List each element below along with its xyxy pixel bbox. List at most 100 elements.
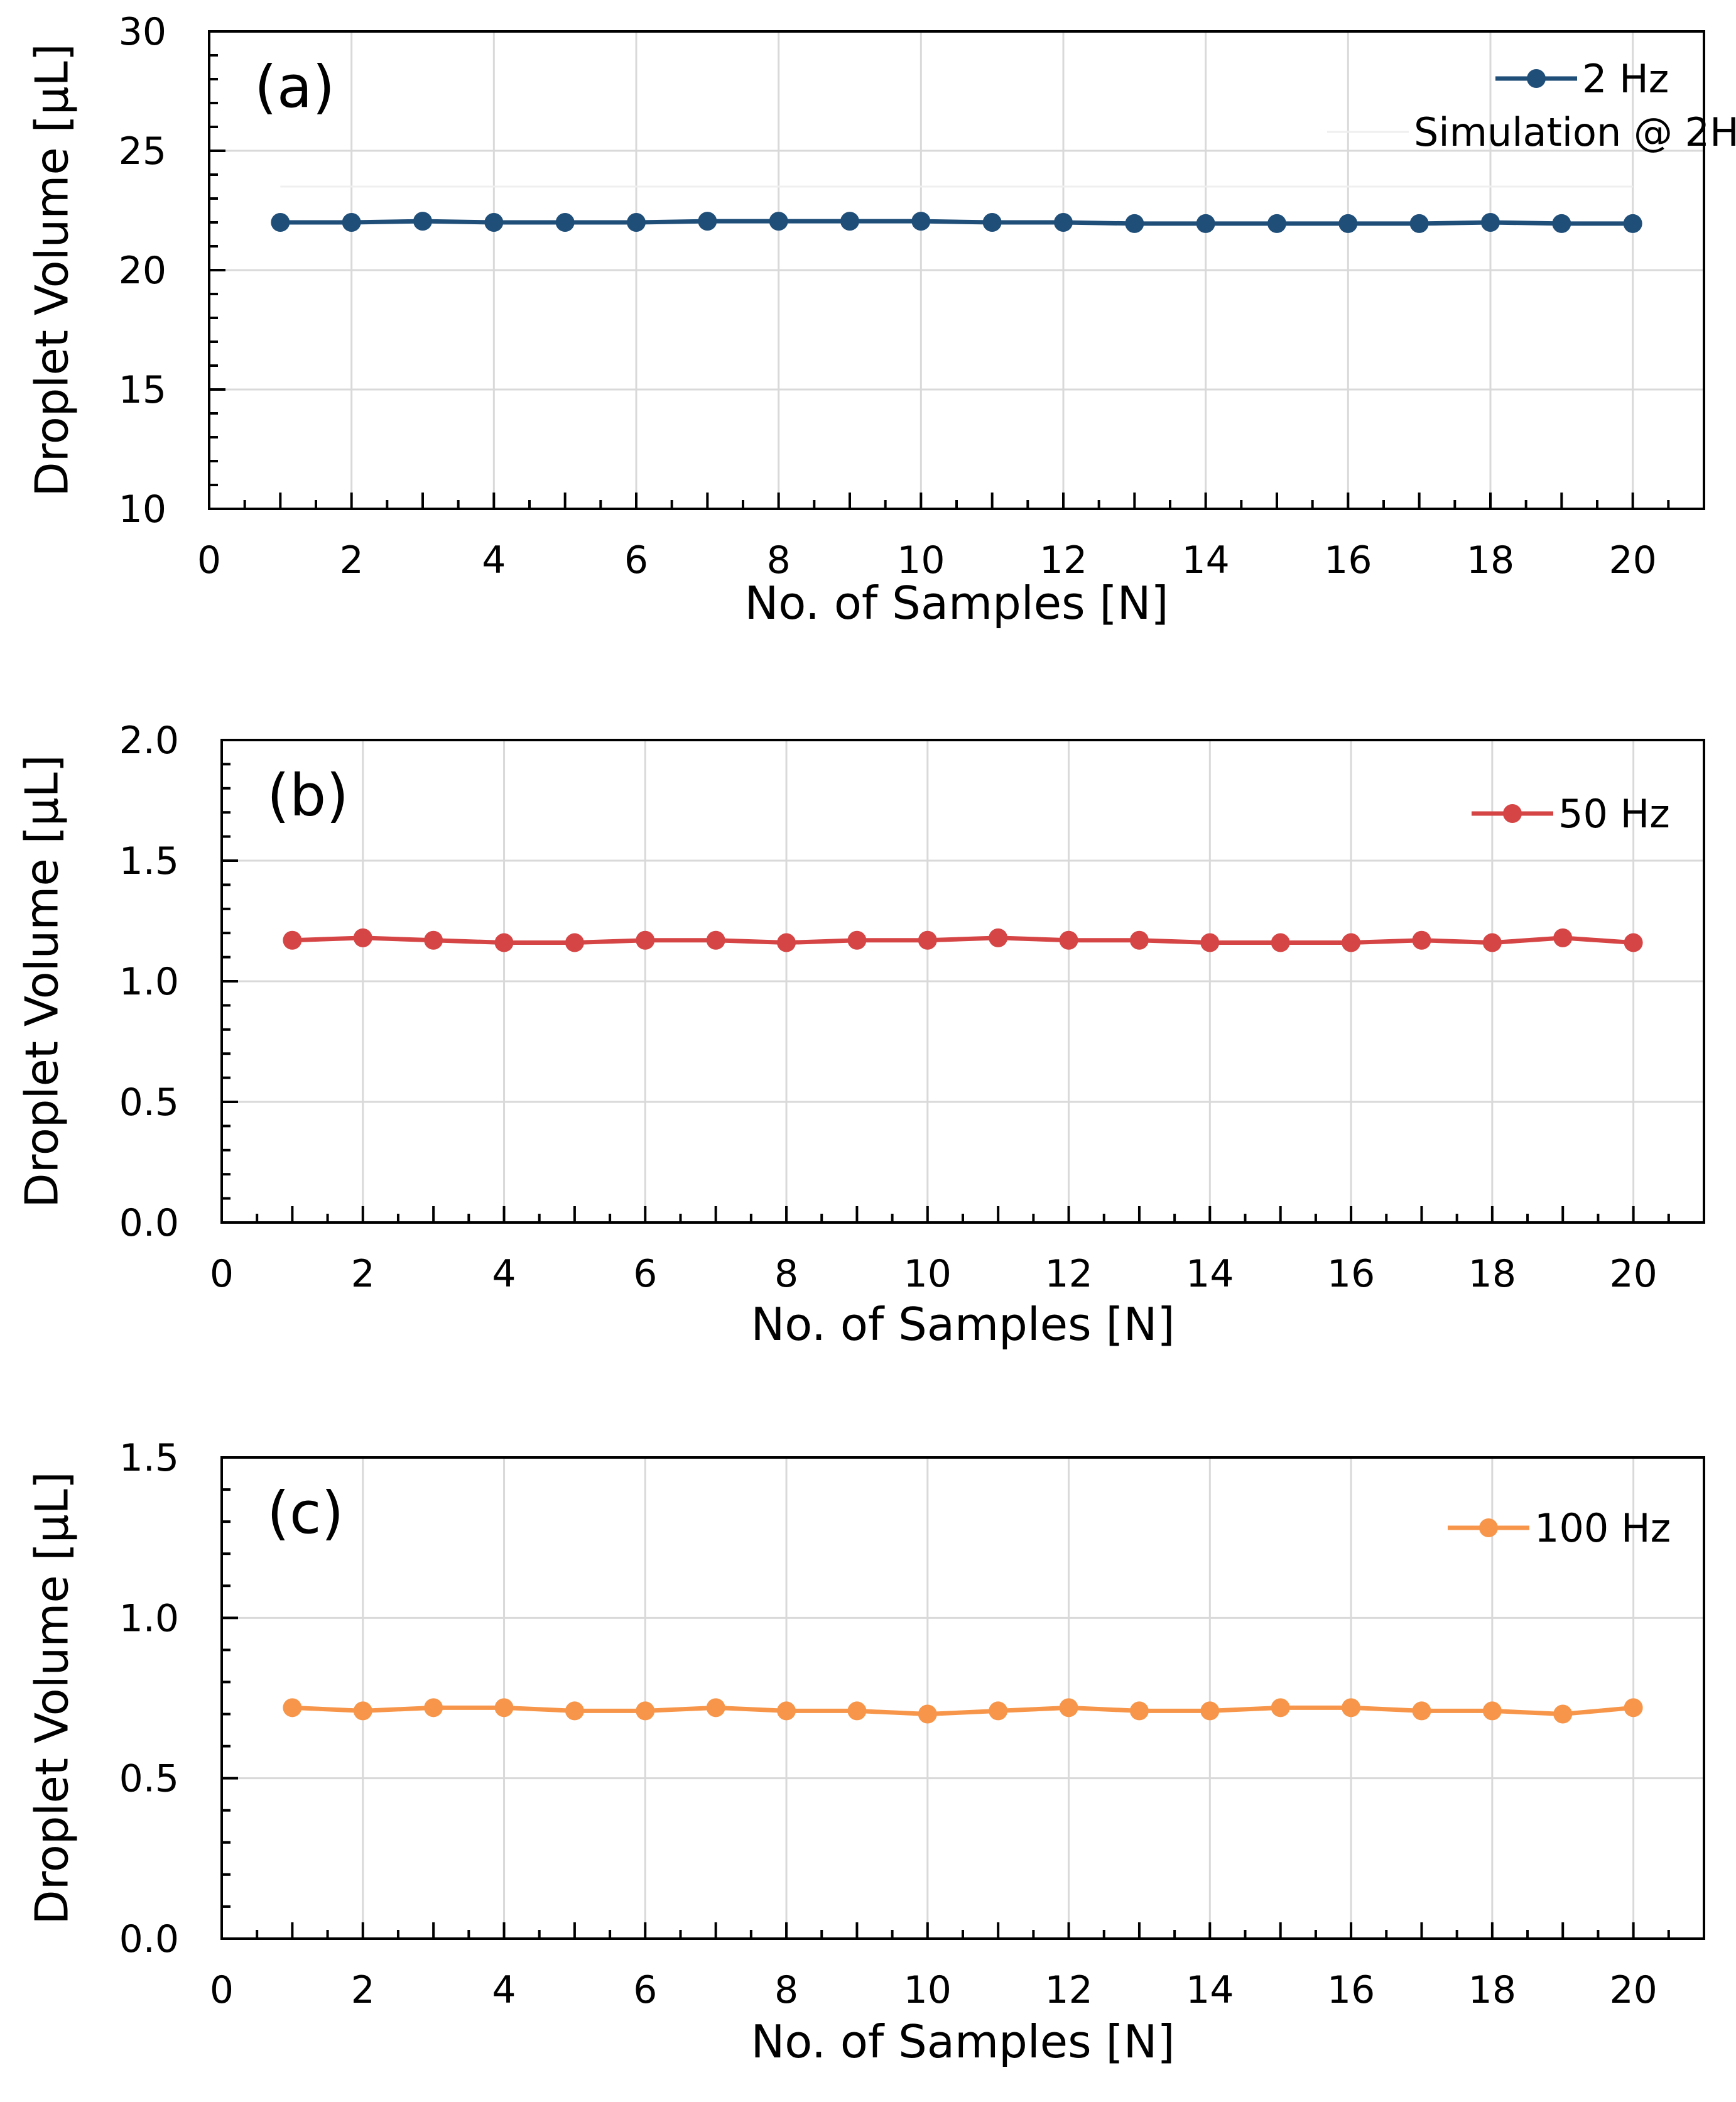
x-tick-label: 4 [492, 1252, 516, 1296]
y-tick-label: 1.0 [119, 1596, 179, 1640]
data-point [777, 1701, 796, 1721]
data-point [636, 930, 655, 950]
x-tick-label: 4 [482, 538, 506, 582]
legend-label: 100 Hz [1534, 1505, 1671, 1551]
legend-marker [1479, 1518, 1498, 1537]
y-tick-label: 1.0 [119, 960, 179, 1004]
legend-label: 2 Hz [1582, 56, 1669, 102]
data-point [1129, 930, 1149, 950]
y-axis-title: Droplet Volume [µL] [26, 1471, 79, 1924]
data-point [636, 1701, 655, 1721]
x-tick-label: 8 [767, 538, 791, 582]
data-point [1196, 214, 1215, 233]
legend-label: Simulation @ 2Hz [1414, 109, 1736, 155]
data-point [1623, 214, 1642, 233]
data-point [1482, 933, 1502, 952]
data-point [484, 213, 504, 232]
x-tick-label: 0 [210, 1968, 234, 2012]
y-tick-label: 0.0 [119, 1201, 179, 1245]
x-tick-label: 6 [624, 538, 648, 582]
panel-label: (b) [267, 762, 349, 829]
x-tick-label: 12 [1039, 538, 1087, 582]
x-tick-label: 6 [633, 1968, 657, 2012]
x-tick-label: 2 [351, 1252, 375, 1296]
data-point [847, 930, 867, 950]
x-tick-label: 10 [897, 538, 945, 582]
data-point [1482, 1701, 1502, 1721]
data-point [1200, 1701, 1220, 1721]
data-point [565, 1701, 584, 1721]
data-point [777, 933, 796, 952]
data-point [1267, 214, 1286, 233]
x-tick-label: 14 [1186, 1252, 1234, 1296]
y-axis-title: Droplet Volume [µL] [16, 754, 68, 1207]
series-line-2-hz [280, 219, 1633, 226]
x-tick-label: 20 [1609, 1968, 1657, 2012]
data-point [1271, 933, 1290, 952]
data-point [494, 1698, 514, 1718]
x-tick-label: 18 [1468, 1968, 1516, 2012]
x-axis-title: No. of Samples [N] [744, 577, 1168, 629]
data-point [1342, 933, 1361, 952]
x-axis-title: No. of Samples [N] [751, 2015, 1175, 2068]
panel-label: (c) [267, 1479, 344, 1547]
y-tick-label: 0.5 [119, 1757, 179, 1801]
data-point [847, 1701, 867, 1721]
data-point [353, 1701, 372, 1721]
x-tick-label: 10 [904, 1968, 952, 2012]
data-point [353, 928, 372, 947]
y-tick-label: 30 [119, 10, 166, 54]
x-tick-label: 12 [1044, 1252, 1092, 1296]
data-point [555, 213, 575, 232]
legend-marker [1503, 804, 1522, 823]
data-point [918, 1704, 937, 1724]
data-point [494, 933, 514, 952]
y-tick-label: 1.5 [119, 839, 179, 883]
series-line-100-hz [292, 1705, 1634, 1717]
data-point [1054, 213, 1073, 232]
data-point [1200, 933, 1220, 952]
data-point [1412, 1701, 1431, 1721]
data-point [706, 930, 725, 950]
x-tick-label: 2 [351, 1968, 375, 2012]
x-tick-label: 18 [1467, 538, 1514, 582]
x-tick-label: 16 [1324, 538, 1372, 582]
x-tick-label: 8 [774, 1252, 798, 1296]
data-point [1338, 214, 1358, 233]
data-point [342, 213, 361, 232]
data-point [1624, 1698, 1643, 1718]
data-point [1412, 930, 1431, 950]
y-tick-label: 10 [119, 487, 166, 531]
x-tick-label: 0 [210, 1252, 234, 1296]
data-point [413, 212, 432, 231]
x-tick-label: 18 [1468, 1252, 1516, 1296]
data-point [424, 1698, 443, 1718]
y-tick-label: 20 [119, 249, 166, 293]
legend-marker [1527, 69, 1546, 88]
data-point [1129, 1701, 1149, 1721]
data-point [627, 213, 646, 232]
panel-label: (a) [254, 53, 335, 121]
data-point [1059, 1698, 1078, 1718]
data-point [918, 930, 937, 950]
data-point [698, 212, 717, 231]
data-point [1059, 930, 1078, 950]
x-tick-label: 20 [1609, 1252, 1657, 1296]
data-point [911, 212, 931, 231]
x-tick-label: 14 [1186, 1968, 1234, 2012]
x-tick-label: 20 [1609, 538, 1656, 582]
data-point [840, 212, 859, 231]
x-axis-title: No. of Samples [N] [751, 1298, 1175, 1351]
data-point [1553, 928, 1573, 947]
chart-panel-1: 0 2 4 6 8 10 12 14 16 18 20 10 15 20 25 30 No. of Sample… [26, 10, 1736, 629]
data-point [989, 1701, 1008, 1721]
data-point [1481, 213, 1500, 232]
y-tick-label: 25 [119, 129, 166, 173]
x-tick-label: 2 [340, 538, 364, 582]
data-point [989, 928, 1008, 947]
y-tick-label: 1.5 [119, 1436, 179, 1480]
data-point [1409, 214, 1429, 233]
x-tick-label: 8 [774, 1968, 798, 2012]
y-axis-title: Droplet Volume [µL] [26, 43, 79, 496]
